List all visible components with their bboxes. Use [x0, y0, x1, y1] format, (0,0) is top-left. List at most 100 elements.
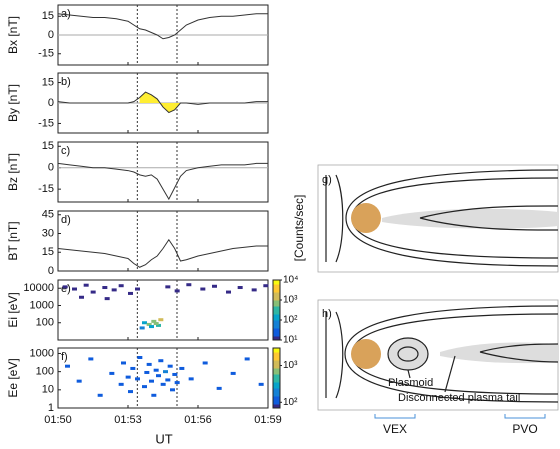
- y-axis-label: By [nT]: [6, 84, 20, 122]
- spectrogram-cell: [109, 371, 115, 375]
- panel-frame: [57, 210, 269, 272]
- spectrogram-cell: [146, 322, 152, 326]
- spectrogram-cell: [158, 318, 164, 322]
- spectrogram-cell: [146, 362, 152, 366]
- colorbar-segment: [273, 312, 280, 315]
- colorbar-segment: [273, 306, 280, 309]
- colorbar-segment: [273, 394, 280, 397]
- spectrogram-cell: [142, 321, 147, 325]
- x-tick-label: 01:53: [114, 414, 142, 426]
- y-tick-label: 0: [48, 97, 54, 109]
- y-tick-label: 30: [42, 227, 54, 239]
- x-tick-label: 01:59: [254, 414, 282, 426]
- colorbar-segment: [273, 360, 280, 363]
- colorbar-tick-label: 10²: [283, 397, 298, 408]
- colorbar-segment: [273, 324, 280, 327]
- spectrogram-cell: [102, 286, 108, 290]
- colorbar-segment: [273, 390, 280, 393]
- data-line: [57, 162, 268, 201]
- data-line: [57, 91, 268, 114]
- spectrogram-cell: [88, 357, 94, 361]
- panel-label: b): [61, 76, 71, 88]
- colorbar-segment: [273, 372, 280, 375]
- spectrogram-cell: [160, 382, 166, 386]
- spectrogram-cell: [121, 361, 126, 365]
- colorbar-tick-label: 10¹: [283, 335, 298, 346]
- spectrogram-cell: [216, 386, 222, 390]
- x-axis-label: UT: [155, 431, 172, 446]
- y-tick-label: 15: [42, 140, 54, 152]
- vex-label: VEX: [383, 422, 407, 436]
- colorbar-segment: [273, 354, 280, 357]
- colorbar-segment: [273, 348, 280, 351]
- spectrogram-cell: [137, 356, 143, 360]
- colorbar-segment: [273, 326, 280, 329]
- y-axis-label: Ee [eV]: [6, 358, 20, 397]
- panel-label: e): [61, 283, 71, 295]
- colorbar-segment: [273, 398, 280, 401]
- spectrogram-cell: [200, 287, 206, 291]
- spectrogram-cell: [90, 290, 96, 294]
- colorbar-segment: [273, 288, 280, 291]
- spectrogram-cell: [79, 295, 84, 299]
- data-line: [57, 238, 268, 268]
- spectrogram-cell: [104, 297, 110, 301]
- spectrogram-cell: [111, 288, 117, 292]
- spectrogram-cell: [165, 285, 171, 289]
- colorbar-segment: [273, 384, 280, 387]
- spectrogram-cell: [118, 284, 124, 288]
- colorbar-segment: [273, 392, 280, 395]
- spectrogram-cell: [130, 366, 136, 370]
- y-tick-label: 0: [48, 162, 54, 174]
- diagram-h: [317, 299, 559, 411]
- spectrogram-cell: [174, 381, 180, 385]
- plasmoid-label: Plasmoid: [388, 377, 433, 389]
- spectrogram-cell: [128, 291, 133, 295]
- colorbar-segment: [273, 356, 280, 359]
- spectrogram-cell: [263, 284, 269, 288]
- pvo-label: PVO: [512, 422, 537, 436]
- y-axis-label: Ei [eV]: [6, 292, 20, 327]
- colorbar-segment: [273, 308, 280, 311]
- colorbar-segment: [273, 318, 280, 321]
- y-tick-label: 1: [48, 402, 54, 414]
- panel-label: d): [61, 214, 71, 226]
- spectrogram-cell: [244, 357, 250, 361]
- x-tick-label: 01:56: [184, 414, 212, 426]
- spectrogram-cell: [153, 322, 159, 326]
- colorbar-segment: [273, 280, 280, 283]
- spectrogram-cell: [76, 379, 82, 383]
- spectrogram-cell: [156, 323, 161, 327]
- colorbar-segment: [273, 374, 280, 377]
- panel-frame: [57, 347, 269, 409]
- y-tick-label: 0: [48, 29, 54, 41]
- colorbar-segment: [273, 362, 280, 365]
- colorbar-tick-label: 10⁴: [283, 275, 298, 286]
- panel-frame: [57, 141, 269, 203]
- spectrogram-cell: [202, 361, 208, 365]
- colorbar-segment: [273, 338, 280, 341]
- panel-label: c): [61, 145, 70, 157]
- spectrogram-cell: [83, 283, 89, 287]
- y-tick-label: 15: [42, 76, 54, 88]
- y-tick-label: 45: [42, 209, 54, 221]
- colorbar-segment: [273, 358, 280, 361]
- colorbar-segment: [273, 294, 280, 297]
- spectrogram-cell: [212, 284, 217, 288]
- colorbar-segment: [273, 304, 280, 307]
- spectrogram-cell: [151, 319, 157, 323]
- colorbar-segment: [273, 314, 280, 317]
- colorbar-segment: [273, 388, 280, 391]
- spectrogram-cell: [153, 368, 159, 372]
- y-tick-label: 0: [48, 265, 54, 277]
- colorbar-segment: [273, 406, 280, 409]
- spectrogram-cell: [72, 287, 77, 291]
- spectrogram-cell: [135, 377, 140, 381]
- spectrogram-cell: [186, 283, 192, 287]
- colorbar-label: [Counts/sec]: [292, 195, 306, 262]
- spectrogram-cell: [167, 364, 173, 368]
- area-fill: [139, 92, 181, 113]
- colorbar-segment: [273, 298, 280, 301]
- spectrogram-cell: [142, 385, 147, 389]
